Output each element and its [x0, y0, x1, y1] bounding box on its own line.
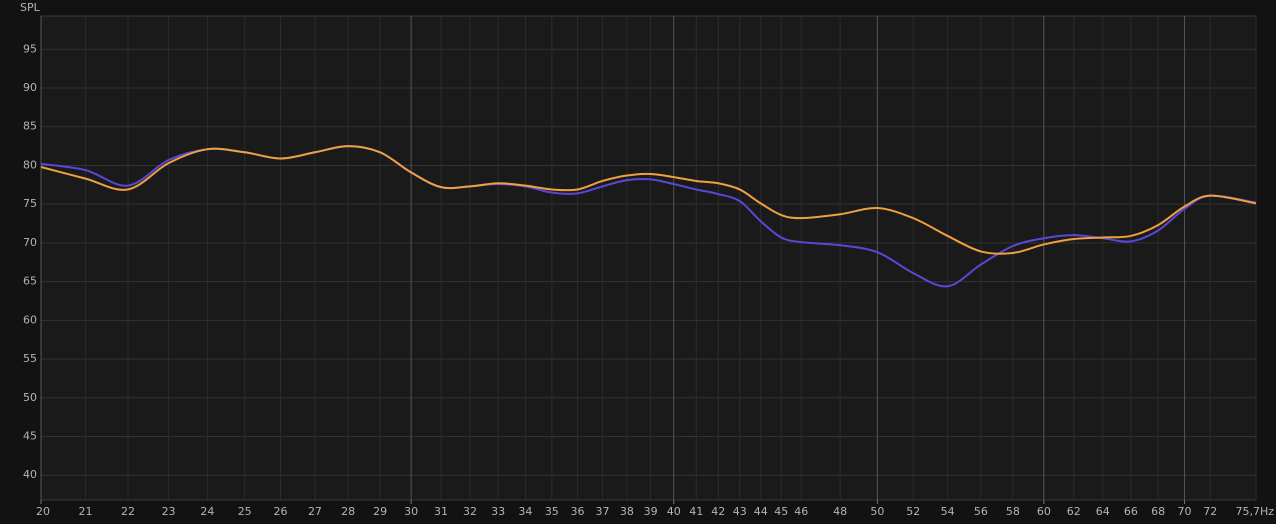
x-tick-label: 34 [518, 505, 532, 518]
y-tick-label: 90 [23, 81, 37, 94]
y-tick-label: 45 [23, 429, 37, 442]
series-line [40, 145, 1257, 255]
x-tick-label: 54 [941, 505, 955, 518]
y-tick-label: 80 [23, 158, 37, 171]
x-tick-label: 75,7Hz [1235, 505, 1274, 518]
x-tick-label: 44 [754, 505, 768, 518]
x-tick-label: 28 [341, 505, 355, 518]
x-tick-label: 29 [373, 505, 387, 518]
plot-area [40, 15, 1257, 501]
x-tick-label: 41 [689, 505, 703, 518]
y-tick-label: 50 [23, 391, 37, 404]
x-tick-label: 20 [36, 505, 50, 518]
x-tick-label: 70 [1178, 505, 1192, 518]
y-tick-label: 65 [23, 275, 37, 288]
y-tick-label: 85 [23, 120, 37, 133]
x-tick-label: 64 [1096, 505, 1110, 518]
x-tick-label: 56 [974, 505, 988, 518]
x-tick-label: 39 [644, 505, 658, 518]
y-tick-label: 70 [23, 236, 37, 249]
x-tick-label: 36 [571, 505, 585, 518]
x-tick-label: 72 [1203, 505, 1217, 518]
x-tick-label: 27 [308, 505, 322, 518]
x-tick-label: 43 [733, 505, 747, 518]
x-tick-label: 22 [121, 505, 135, 518]
y-axis-label: SPL [20, 1, 41, 14]
x-tick-label: 60 [1037, 505, 1051, 518]
x-tick-label: 38 [620, 505, 634, 518]
x-tick-label: 46 [794, 505, 808, 518]
x-tick-label: 37 [596, 505, 610, 518]
x-tick-label: 42 [711, 505, 725, 518]
x-tick-label: 58 [1006, 505, 1020, 518]
x-tick-label: 26 [273, 505, 287, 518]
y-tick-label: 75 [23, 197, 37, 210]
y-tick-label: 55 [23, 352, 37, 365]
x-tick-label: 23 [162, 505, 176, 518]
x-tick-label: 45 [774, 505, 788, 518]
y-tick-label: 60 [23, 313, 37, 326]
x-tick-label: 32 [463, 505, 477, 518]
x-tick-label: 62 [1067, 505, 1081, 518]
x-tick-label: 68 [1151, 505, 1165, 518]
x-tick-label: 25 [238, 505, 252, 518]
x-tick-label: 21 [79, 505, 93, 518]
y-tick-label: 40 [23, 468, 37, 481]
x-tick-label: 35 [545, 505, 559, 518]
x-tick-label: 31 [434, 505, 448, 518]
x-tick-label: 33 [491, 505, 505, 518]
x-tick-label: 24 [200, 505, 214, 518]
x-tick-label: 48 [833, 505, 847, 518]
x-tick-label: 66 [1124, 505, 1138, 518]
x-tick-label: 40 [667, 505, 681, 518]
y-tick-label: 95 [23, 42, 37, 55]
x-tick-label: 30 [404, 505, 418, 518]
x-tick-label: 50 [870, 505, 884, 518]
x-tick-label: 52 [906, 505, 920, 518]
